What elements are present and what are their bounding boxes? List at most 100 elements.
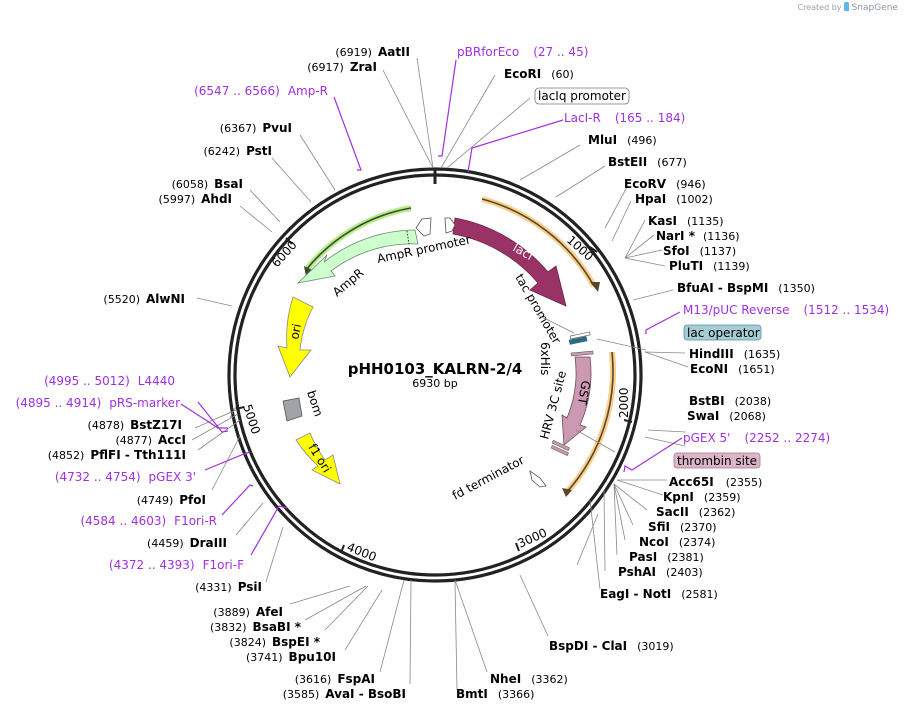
- svg-text:(4331)PsiI: (4331) PsiI: [195, 580, 262, 594]
- site-AlwNI[interactable]: (5520) AlwNI: [103, 292, 185, 306]
- feature-lac-operator-mark[interactable]: [568, 331, 591, 345]
- snapgene-credit: Created by SnapGene: [797, 2, 898, 13]
- boxed-labels: lacIq promoter lac operator thrombin sit…: [534, 87, 762, 469]
- primer-F1ori-R[interactable]: (4584 .. 4603) F1ori-R: [80, 514, 217, 528]
- site-PvuI[interactable]: (6367) PvuI: [220, 121, 292, 135]
- site-AvaI-BsoBI[interactable]: (3585) AvaI - BsoBI: [283, 687, 406, 701]
- primer-pGEX-3[interactable]: (4732 .. 4754) pGEX 3': [55, 470, 196, 484]
- tick-2000: 2000: [617, 387, 633, 423]
- site-NcoI[interactable]: NcoI (2374): [639, 535, 715, 549]
- site-FspAI[interactable]: (3616) FspAI: [295, 672, 375, 686]
- site-EcoRV[interactable]: EcoRV (946): [624, 177, 706, 191]
- site-PfoI[interactable]: (4749) PfoI: [137, 493, 206, 507]
- site-Bpu10I[interactable]: (3741) Bpu10I: [246, 650, 336, 664]
- site-BfuAI-BspMI[interactable]: BfuAI - BspMI (1350): [677, 281, 815, 295]
- site-BmtI[interactable]: BmtI (3366): [456, 687, 534, 701]
- site-KpnI[interactable]: KpnI (2359): [663, 490, 740, 504]
- feature-ori[interactable]: ori: [277, 296, 314, 378]
- site-KasI[interactable]: KasI (1135): [648, 214, 724, 228]
- svg-text:3000: 3000: [516, 526, 550, 551]
- site-PasI[interactable]: PasI (2381): [629, 550, 704, 564]
- site-BsaBI[interactable]: (3832) BsaBI *: [210, 620, 302, 634]
- svg-text:(4732 .. 4754)pGEX 3': (4732 .. 4754) pGEX 3': [55, 470, 196, 484]
- feature-bom[interactable]: bom: [282, 389, 326, 422]
- site-NheI[interactable]: NheI (3362): [490, 672, 568, 686]
- site-BsaI[interactable]: (6058) BsaI: [172, 177, 243, 191]
- site-MluI[interactable]: MluI (496): [588, 133, 657, 147]
- site-AatII[interactable]: (6919) AatII: [335, 45, 410, 59]
- svg-text:(5997)AhdI: (5997) AhdI: [159, 192, 232, 206]
- site-DraIII[interactable]: (4459) DraIII: [147, 536, 227, 550]
- site-NarI[interactable]: NarI * (1136): [656, 229, 740, 243]
- label-thrombin-site[interactable]: thrombin site: [673, 452, 761, 469]
- svg-text:SfiI(2370): SfiI (2370): [648, 520, 717, 534]
- site-BstEII[interactable]: BstEII (677): [608, 155, 687, 169]
- site-EcoNI[interactable]: EcoNI (1651): [690, 362, 775, 376]
- site-EagI-NotI[interactable]: EagI - NotI (2581): [600, 587, 718, 601]
- primer-F1ori-F[interactable]: (4372 .. 4393) F1ori-F: [109, 558, 244, 572]
- svg-text:(6367)PvuI: (6367) PvuI: [220, 121, 292, 135]
- site-SacII[interactable]: SacII (2362): [656, 505, 735, 519]
- svg-text:(4878)BstZ17I: (4878) BstZ17I: [88, 418, 182, 432]
- svg-text:(6919)AatII: (6919) AatII: [335, 45, 410, 59]
- svg-text:KpnI(2359): KpnI (2359): [663, 490, 740, 504]
- svg-text:(4584 .. 4603)F1ori-R: (4584 .. 4603) F1ori-R: [80, 514, 217, 528]
- plasmid-title: pHH0103_KALRN-2/4 6930 bp: [348, 360, 523, 390]
- site-EcoRI[interactable]: EcoRI (60): [504, 67, 574, 81]
- svg-text:(3889)AfeI: (3889) AfeI: [213, 605, 283, 619]
- feature-fd-terminator[interactable]: fd terminator: [450, 453, 547, 503]
- site-PshAI[interactable]: PshAI (2403): [618, 565, 703, 579]
- svg-text:Acc65I(2355): Acc65I (2355): [669, 475, 762, 489]
- primer-leaders: [180, 59, 683, 556]
- site-SfiI[interactable]: SfiI (2370): [648, 520, 717, 534]
- site-PflFI-Tth111I[interactable]: (4852) PflFI - Tth111I: [48, 448, 186, 462]
- site-BstBI[interactable]: BstBI (2038): [689, 394, 771, 408]
- feature-f1-ori[interactable]: f1 ori: [295, 432, 341, 485]
- svg-text:(3832)BsaBI *: (3832) BsaBI *: [210, 620, 302, 634]
- feature-AmpR[interactable]: AmpR: [296, 229, 419, 300]
- site-AfeI[interactable]: (3889) AfeI: [213, 605, 283, 619]
- svg-text:PshAI(2403): PshAI (2403): [618, 565, 703, 579]
- primer-LacI-R[interactable]: LacI-R (165 .. 184): [564, 111, 685, 125]
- svg-text:(3824)BspEI *: (3824) BspEI *: [229, 635, 320, 649]
- site-BstZ17I[interactable]: (4878) BstZ17I: [88, 418, 182, 432]
- leader-lines: [191, 57, 689, 691]
- label-lacIq-promoter[interactable]: lacIq promoter: [534, 87, 630, 105]
- primer-L4440[interactable]: (4995 .. 5012) L4440: [44, 374, 175, 388]
- site-Acc65I[interactable]: Acc65I (2355): [669, 475, 762, 489]
- svg-text:AmpR: AmpR: [330, 266, 366, 300]
- primer-M13-pUC-Reverse[interactable]: M13/pUC Reverse (1512 .. 1534): [683, 303, 889, 317]
- tick-3000: 3000: [515, 526, 550, 552]
- feature-GST[interactable]: GST: [561, 356, 593, 446]
- svg-text:NarI *(1136): NarI * (1136): [656, 229, 740, 243]
- primer-Amp-R[interactable]: (6547 .. 6566) Amp-R: [194, 84, 328, 98]
- site-ZraI[interactable]: (6917) ZraI: [307, 60, 377, 74]
- feature-6xHis[interactable]: 6xHis: [538, 342, 594, 375]
- site-PsiI[interactable]: (4331) PsiI: [195, 580, 262, 594]
- svg-text:BmtI(3366): BmtI (3366): [456, 687, 534, 701]
- primer-pBRforEco[interactable]: pBRforEco (27 .. 45): [457, 45, 588, 59]
- site-BspEI[interactable]: (3824) BspEI *: [229, 635, 320, 649]
- site-HindIII[interactable]: HindIII (1635): [689, 347, 780, 361]
- primer-pRS-marker[interactable]: (4895 .. 4914) pRS-marker: [16, 396, 180, 410]
- site-PstI[interactable]: (6242) PstI: [203, 144, 272, 158]
- site-AccI[interactable]: (4877) AccI: [115, 433, 186, 447]
- site-HpaI[interactable]: HpaI (1002): [635, 192, 713, 206]
- primer-pGEX-5[interactable]: pGEX 5' (2252 .. 2274): [683, 431, 830, 445]
- credit-brand: SnapGene: [851, 3, 898, 13]
- svg-text:(4895 .. 4914)pRS-marker: (4895 .. 4914) pRS-marker: [16, 396, 180, 410]
- snapgene-logo-icon: [844, 2, 850, 11]
- svg-text:MluI(496): MluI (496): [588, 133, 657, 147]
- sites-right: EcoRI (60) MluI (496) BstEII (677) EcoRV (94…: [456, 67, 815, 701]
- svg-text:fd terminator: fd terminator: [450, 453, 527, 503]
- svg-text:KasI(1135): KasI (1135): [648, 214, 724, 228]
- svg-text:SfoI(1137): SfoI (1137): [663, 244, 736, 258]
- site-SwaI[interactable]: SwaI (2068): [687, 409, 766, 423]
- svg-text:NcoI(2374): NcoI (2374): [639, 535, 715, 549]
- site-SfoI[interactable]: SfoI (1137): [663, 244, 736, 258]
- site-BspDI-ClaI[interactable]: BspDI - ClaI (3019): [549, 639, 674, 653]
- site-AhdI[interactable]: (5997) AhdI: [159, 192, 232, 206]
- label-lac-operator[interactable]: lac operator: [683, 324, 762, 341]
- svg-text:EagI - NotI(2581): EagI - NotI (2581): [600, 587, 718, 601]
- site-PluTI[interactable]: PluTI (1139): [669, 259, 750, 273]
